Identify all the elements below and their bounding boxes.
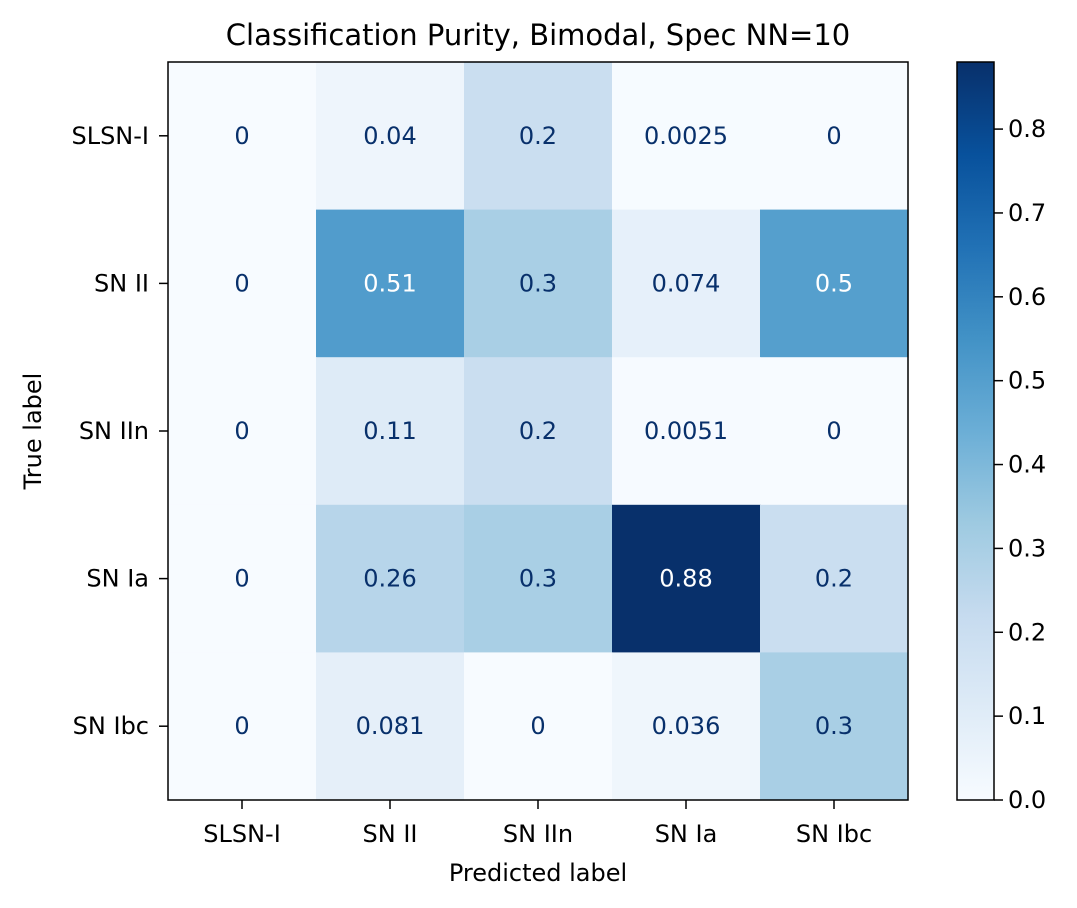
colorbar-tick-label: 0.6 — [1008, 283, 1046, 311]
cell-value-label: 0 — [234, 565, 249, 593]
heatmap-cell — [168, 504, 317, 653]
heatmap-cell — [316, 652, 465, 801]
y-tick-label: SN Ibc — [73, 712, 149, 740]
heatmap-cell — [464, 209, 613, 358]
cell-value-label: 0.5 — [815, 269, 853, 297]
cell-value-label: 0.074 — [652, 269, 721, 297]
y-axis-ticks: SLSN-I SN II SN IIn SN Ia SN Ibc — [71, 122, 168, 740]
cell-value-label: 0.88 — [659, 565, 712, 593]
cell-value-label: 0 — [826, 417, 841, 445]
heatmap-cell — [612, 504, 761, 653]
cell-value-label: 0.3 — [519, 269, 557, 297]
cell-value-label: 0 — [234, 269, 249, 297]
heatmap-cell — [612, 652, 761, 801]
colorbar-tick-label: 0.4 — [1008, 451, 1046, 479]
cell-value-label: 0 — [234, 417, 249, 445]
colorbar-tick-label: 0.3 — [1008, 534, 1046, 562]
colorbar-tick-label: 0.0 — [1008, 786, 1046, 814]
heatmap-cell — [464, 357, 613, 506]
heatmap-cell — [168, 62, 317, 211]
heatmap-cell — [464, 62, 613, 211]
heatmap-cell — [464, 504, 613, 653]
cell-value-label: 0 — [826, 122, 841, 150]
cell-value-label: 0 — [234, 122, 249, 150]
cell-value-label: 0.2 — [519, 417, 557, 445]
x-tick-label: SLSN-I — [203, 820, 281, 848]
colorbar-tick-label: 0.1 — [1008, 702, 1046, 730]
cell-value-label: 0.04 — [363, 122, 416, 150]
heatmap-cell — [760, 504, 909, 653]
cell-value-label: 0.2 — [815, 565, 853, 593]
heatmap-cell — [760, 652, 909, 801]
colorbar-tick-label: 0.7 — [1008, 199, 1046, 227]
y-tick-label: SLSN-I — [71, 122, 149, 150]
heatmap-cells — [168, 62, 909, 801]
cell-value-label: 0.3 — [519, 565, 557, 593]
heatmap-cell — [168, 652, 317, 801]
heatmap-cell — [760, 357, 909, 506]
x-axis-ticks: SLSN-I SN II SN IIn SN Ia SN Ibc — [203, 800, 872, 848]
cell-value-label: 0.081 — [356, 712, 425, 740]
heatmap-cell — [168, 357, 317, 506]
heatmap-cell — [316, 357, 465, 506]
x-tick-label: SN Ibc — [796, 820, 872, 848]
heatmap-cell — [612, 209, 761, 358]
heatmap-cell — [316, 504, 465, 653]
heatmap-cell — [316, 209, 465, 358]
cell-value-label: 0.036 — [652, 712, 721, 740]
x-axis-label: Predicted label — [449, 859, 627, 887]
cell-value-label: 0.26 — [363, 565, 416, 593]
heatmap-cell — [760, 62, 909, 211]
cell-value-label: 0.3 — [815, 712, 853, 740]
y-tick-label: SN II — [94, 269, 149, 297]
cell-value-label: 0.0025 — [644, 122, 728, 150]
y-axis-label: True label — [19, 373, 47, 491]
colorbar-tick-label: 0.8 — [1008, 115, 1046, 143]
heatmap-cell — [612, 62, 761, 211]
cell-value-label: 0 — [234, 712, 249, 740]
cell-value-label: 0.2 — [519, 122, 557, 150]
colorbar — [956, 61, 995, 801]
heatmap-cell — [760, 209, 909, 358]
x-tick-label: SN Ia — [655, 820, 718, 848]
heatmap-cell — [316, 62, 465, 211]
y-tick-label: SN IIn — [79, 417, 149, 445]
heatmap-cell — [168, 209, 317, 358]
cell-value-label: 0.11 — [363, 417, 416, 445]
cell-value-label: 0.0051 — [644, 417, 728, 445]
x-tick-label: SN IIn — [503, 820, 573, 848]
cell-value-label: 0 — [530, 712, 545, 740]
cell-value-label: 0.51 — [363, 269, 416, 297]
chart-title: Classification Purity, Bimodal, Spec NN=… — [226, 18, 850, 52]
heatmap-cell — [612, 357, 761, 506]
x-tick-label: SN II — [363, 820, 418, 848]
heatmap-cell — [464, 652, 613, 801]
y-tick-label: SN Ia — [86, 565, 149, 593]
heatmap-cell-labels: 0 0.04 0.2 0.0025 0 0 0.51 0.3 0.074 0.5 0 0.11 0.2 0… — [234, 122, 853, 740]
colorbar-ticks: 0.0 0.1 0.2 0.3 0.4 0.5 0.6 0.7 0.8 — [994, 115, 1046, 814]
colorbar-tick-label: 0.2 — [1008, 618, 1046, 646]
colorbar-tick-label: 0.5 — [1008, 367, 1046, 395]
